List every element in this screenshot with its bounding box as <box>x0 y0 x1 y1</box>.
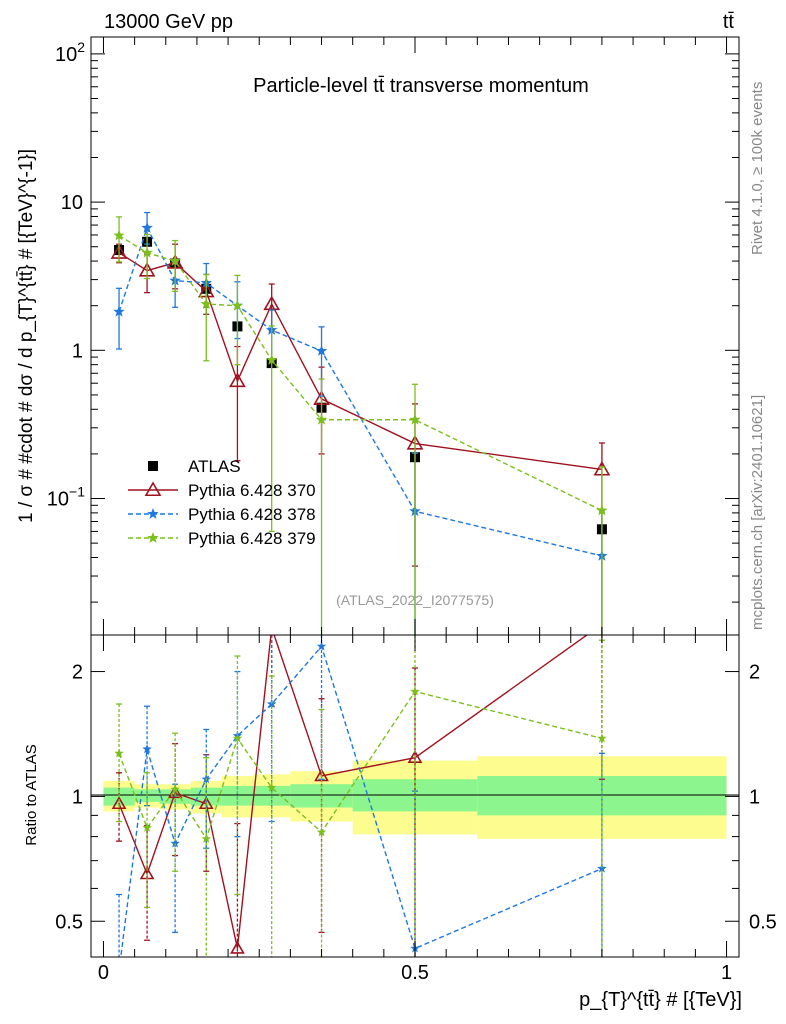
header-left-label: 13000 GeV pp <box>104 11 233 33</box>
analysis-id-label: (ATLAS_2022_I2077575) <box>336 592 494 608</box>
legend-marker-2 <box>147 508 159 519</box>
ratio-series-0-line <box>118 635 589 949</box>
series-2-point <box>315 345 328 356</box>
x-axis-tick-labels: 0 0.5 1 <box>98 962 732 984</box>
ratio-series-2-point <box>142 822 152 832</box>
series-3-point <box>231 299 244 311</box>
rivet-label: Rivet 4.1.0, ≥ 100k events <box>749 82 766 255</box>
ratio-series-1-point <box>114 966 124 975</box>
plot-title: Particle-level tt̄ transverse momentum <box>253 75 589 97</box>
ratio-y-tick-label-left: 0.5 <box>55 911 83 933</box>
main-y-tick-label: 1 <box>72 340 83 362</box>
x-tick-label: 0.5 <box>401 962 429 984</box>
series-3-point <box>169 255 181 266</box>
ratio-series-1-point <box>142 744 152 754</box>
ratio-series-0-point <box>111 796 127 810</box>
x-tick-label: 1 <box>721 962 732 984</box>
main-y-axis-label: 1 / σ # #cdot # dσ / d p_{T}^{tt̄} # [{T… <box>16 149 37 523</box>
series-3-point <box>596 504 608 516</box>
mcplots-label: mcplots.cern.ch [arXiv:2401.10621] <box>749 395 766 630</box>
ratio-series-2-point <box>410 686 420 696</box>
ratio-series-2-point <box>201 833 211 843</box>
legend-marker-0 <box>148 461 158 471</box>
ratio-series-2-point <box>597 733 607 743</box>
legend-label-0: ATLAS <box>188 457 241 476</box>
main-y-tick-label: 10 <box>61 192 83 214</box>
series-3-point <box>409 413 421 425</box>
main-plot-axes: 10−1 1 10 102 <box>47 37 739 635</box>
series-3-point <box>200 298 212 309</box>
ratio-series-2-point <box>170 784 180 794</box>
series-1-point <box>263 295 281 311</box>
ratio-y-tick-label-right: 2 <box>749 662 760 684</box>
legend-label-2: Pythia 6.428 378 <box>188 505 316 524</box>
x-axis-label: p_{T}^{tt̄} # [{TeV}] <box>579 989 742 1011</box>
legend-label-3: Pythia 6.428 379 <box>188 529 316 548</box>
main-y-tick-label: 102 <box>55 39 85 66</box>
ratio-series-1-point <box>170 838 180 848</box>
ratio-series-1-point <box>316 641 327 651</box>
series-2-point <box>141 221 153 233</box>
series-3-point <box>315 413 328 425</box>
series-3-point <box>113 229 125 241</box>
ratio-series-2-point <box>316 827 327 837</box>
ratio-stat-band <box>221 785 253 806</box>
legend-label-1: Pythia 6.428 370 <box>188 481 316 500</box>
ratio-y-tick-label-left: 1 <box>72 786 83 808</box>
ratio-series-0-point <box>167 785 183 799</box>
ratio-y-tick-label-right: 0.5 <box>749 911 777 933</box>
main-plot-panel: 10−1 1 10 102 Particle-level tt̄ transverse… <box>16 36 740 636</box>
legend-marker-1 <box>144 481 162 497</box>
series-1-line <box>118 252 603 471</box>
series-1-point <box>229 372 246 388</box>
legend: ATLAS Pythia 6.428 370 Pythia 6.428 378 Pyt… <box>128 457 316 548</box>
series-3-point <box>141 246 153 258</box>
ratio-series-2-point <box>266 782 277 792</box>
ratio-y-tick-label-right: 1 <box>749 786 760 808</box>
main-plot-marks <box>110 211 611 635</box>
ratio-series-2-point <box>114 748 124 758</box>
ratio-y-axis-label: Ratio to ATLAS <box>23 744 40 845</box>
ratio-plot-axes: 0.5 0.5 1 1 2 2 <box>55 635 777 957</box>
ratio-series-0-point <box>230 940 245 954</box>
legend-marker-3 <box>147 532 159 543</box>
ratio-series-2-point <box>232 733 243 743</box>
header-right-label: tt̄ <box>723 11 735 33</box>
ratio-plot-marks <box>111 622 607 975</box>
ratio-series-1-line <box>120 644 603 957</box>
ratio-plot-panel: 0.5 0.51 12 2 Ratio to ATLAS 0 0.5 1 p_{T}^{t… <box>23 622 777 1011</box>
ratio-y-tick-label-left: 2 <box>72 662 83 684</box>
series-2-point <box>113 305 125 317</box>
ratio-series-0-point <box>266 622 278 633</box>
main-y-tick-label: 10−1 <box>47 484 85 511</box>
series-3-point <box>266 354 278 365</box>
x-tick-label: 0 <box>98 962 109 984</box>
